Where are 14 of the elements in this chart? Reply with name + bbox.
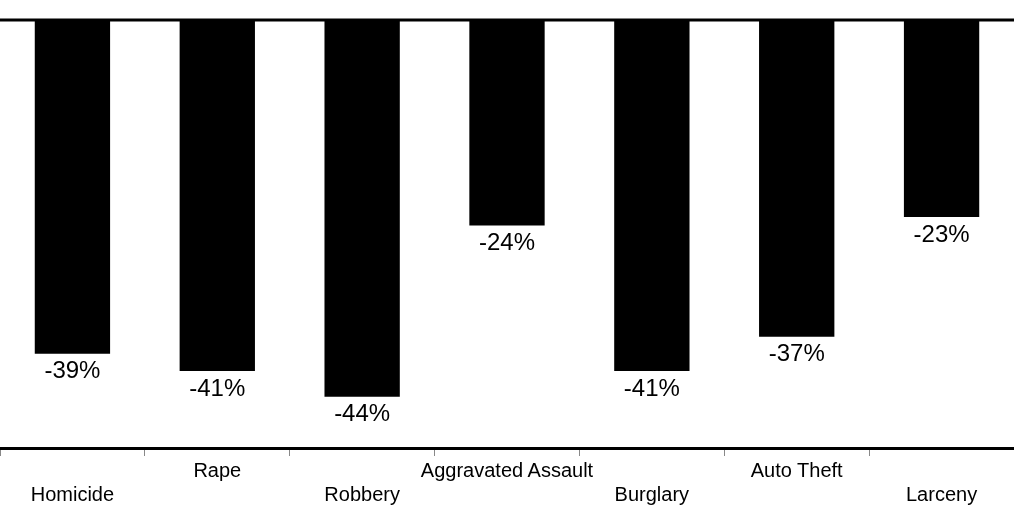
x-tick-label: Robbery <box>324 482 400 505</box>
data-label: -24% <box>478 228 536 256</box>
x-tick-label: Rape <box>193 458 242 481</box>
data-label: -37% <box>768 339 825 367</box>
x-tick-label: Aggravated Assault <box>420 458 594 481</box>
data-label: -39% <box>44 356 101 384</box>
data-label: -23% <box>913 219 970 247</box>
data-label: -44% <box>334 399 391 427</box>
data-label: -41% <box>623 373 680 401</box>
x-tick-label: Homicide <box>30 482 115 505</box>
x-tick-label: Burglary <box>614 482 690 505</box>
x-tick-label: Auto Theft <box>750 458 844 481</box>
data-label: -41% <box>189 373 246 401</box>
x-tick-label: Larceny <box>905 482 978 505</box>
